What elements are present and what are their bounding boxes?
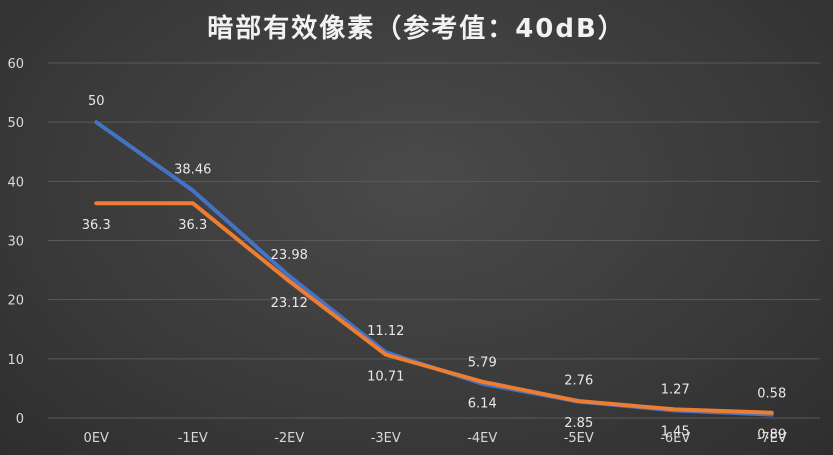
data-label-series-1: 1.27 — [661, 382, 690, 397]
data-label-series-2: 1.45 — [661, 424, 690, 439]
data-label-series-2: 23.12 — [271, 296, 308, 311]
chart-title: 暗部有效像素（参考值：40dB） — [207, 14, 626, 44]
y-tick-label: 30 — [7, 235, 24, 250]
data-label-series-2: 6.14 — [468, 397, 497, 412]
data-label-series-1: 50 — [88, 94, 105, 109]
x-tick-label: -2EV — [274, 431, 304, 446]
y-tick-label: 0 — [16, 412, 24, 427]
y-tick-label: 40 — [7, 175, 24, 190]
data-label-series-2: 10.71 — [367, 370, 404, 385]
x-tick-label: -6EV — [660, 431, 690, 446]
data-label-series-2: 0.89 — [757, 428, 786, 443]
series-line-2 — [94, 201, 774, 415]
x-tick-label: -3EV — [371, 431, 401, 446]
x-tick-label: -7EV — [757, 431, 787, 446]
y-tick-label: 10 — [7, 353, 24, 368]
x-tick-label: -5EV — [564, 431, 594, 446]
y-tick-label: 60 — [7, 57, 24, 72]
data-label-series-2: 2.85 — [564, 416, 593, 431]
data-label-series-1: 5.79 — [468, 356, 497, 371]
x-tick-label: 0EV — [84, 431, 109, 446]
data-label-series-1: 2.76 — [564, 374, 593, 389]
data-label-series-2: 36.3 — [178, 218, 207, 233]
data-label-series-1: 0.58 — [757, 387, 786, 402]
data-label-series-1: 11.12 — [367, 324, 404, 339]
data-label-series-1: 38.46 — [174, 162, 211, 177]
data-label-series-2: 36.3 — [82, 218, 111, 233]
x-tick-label: -1EV — [178, 431, 208, 446]
data-label-series-1: 23.98 — [271, 248, 308, 263]
y-tick-label: 50 — [7, 116, 24, 131]
x-tick-label: -4EV — [467, 431, 497, 446]
y-tick-label: 20 — [7, 294, 24, 309]
